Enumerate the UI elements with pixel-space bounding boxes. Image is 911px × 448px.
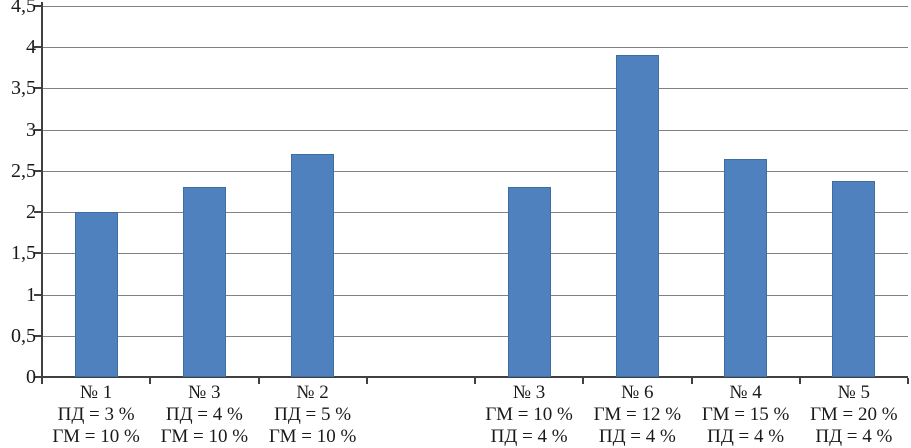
y-axis-tick <box>34 211 42 214</box>
y-axis-tick-label: 1 <box>26 283 36 306</box>
gridline <box>42 47 908 49</box>
x-category-label: № 2 ПД = 5 % ГМ = 10 % <box>268 382 357 447</box>
gridline <box>42 253 908 255</box>
gridline <box>42 335 908 337</box>
y-axis-tick-label: 0 <box>26 366 36 388</box>
x-axis-tick <box>907 378 909 384</box>
y-axis-tick <box>34 46 42 49</box>
x-category-label: № 3 ГМ = 10 % ПД = 4 % <box>485 382 573 447</box>
x-axis-tick <box>474 378 476 384</box>
x-axis-tick <box>690 378 693 384</box>
x-axis-tick <box>582 378 585 384</box>
x-axis-tick <box>257 378 260 384</box>
x-axis-tick <box>149 378 152 384</box>
gridline <box>42 6 908 7</box>
bar <box>75 212 118 377</box>
bar <box>291 154 334 377</box>
y-axis-tick <box>34 87 42 90</box>
y-axis-tick-label: 3,5 <box>11 77 36 100</box>
gridline <box>42 170 908 172</box>
bar <box>616 55 659 377</box>
y-axis-tick-label: 2,5 <box>11 159 36 182</box>
bar <box>724 159 767 377</box>
x-category-label: № 1 ПД = 3 % ГМ = 10 % <box>52 382 140 447</box>
x-category-label: № 6 ГМ = 12 % ПД = 4 % <box>593 382 682 447</box>
gridline <box>42 294 908 296</box>
y-axis-tick-label: 0,5 <box>11 324 36 347</box>
x-axis-tick <box>365 378 368 384</box>
y-axis-tick-label: 2 <box>26 201 36 224</box>
x-category-label: № 3 ПД = 4 % ГМ = 10 % <box>160 382 249 447</box>
y-axis-tick <box>34 252 42 255</box>
x-axis-tick <box>798 378 801 384</box>
y-axis-tick <box>34 334 42 337</box>
x-category-label: № 4 ГМ = 15 % ПД = 4 % <box>701 382 790 447</box>
y-axis-tick-label: 3 <box>26 118 36 141</box>
gridline <box>42 212 908 214</box>
x-axis-line <box>40 376 908 378</box>
y-axis-tick-label: 1,5 <box>11 242 36 265</box>
y-axis-line <box>41 2 43 377</box>
gridline <box>42 129 908 131</box>
y-axis-tick <box>34 5 42 7</box>
x-axis-tick <box>41 378 43 384</box>
x-category-label: № 5 ГМ = 20 % ПД = 4 % <box>810 382 898 447</box>
bar <box>508 187 551 377</box>
y-axis-tick-label: 4 <box>26 36 36 59</box>
y-axis-tick <box>34 169 42 172</box>
y-axis-tick-label: 4,5 <box>11 0 36 17</box>
gridline <box>42 88 908 90</box>
y-axis-tick <box>34 376 42 378</box>
y-axis-tick <box>34 293 42 296</box>
bar <box>183 187 226 377</box>
bar <box>832 181 875 377</box>
y-axis-tick <box>34 128 42 131</box>
